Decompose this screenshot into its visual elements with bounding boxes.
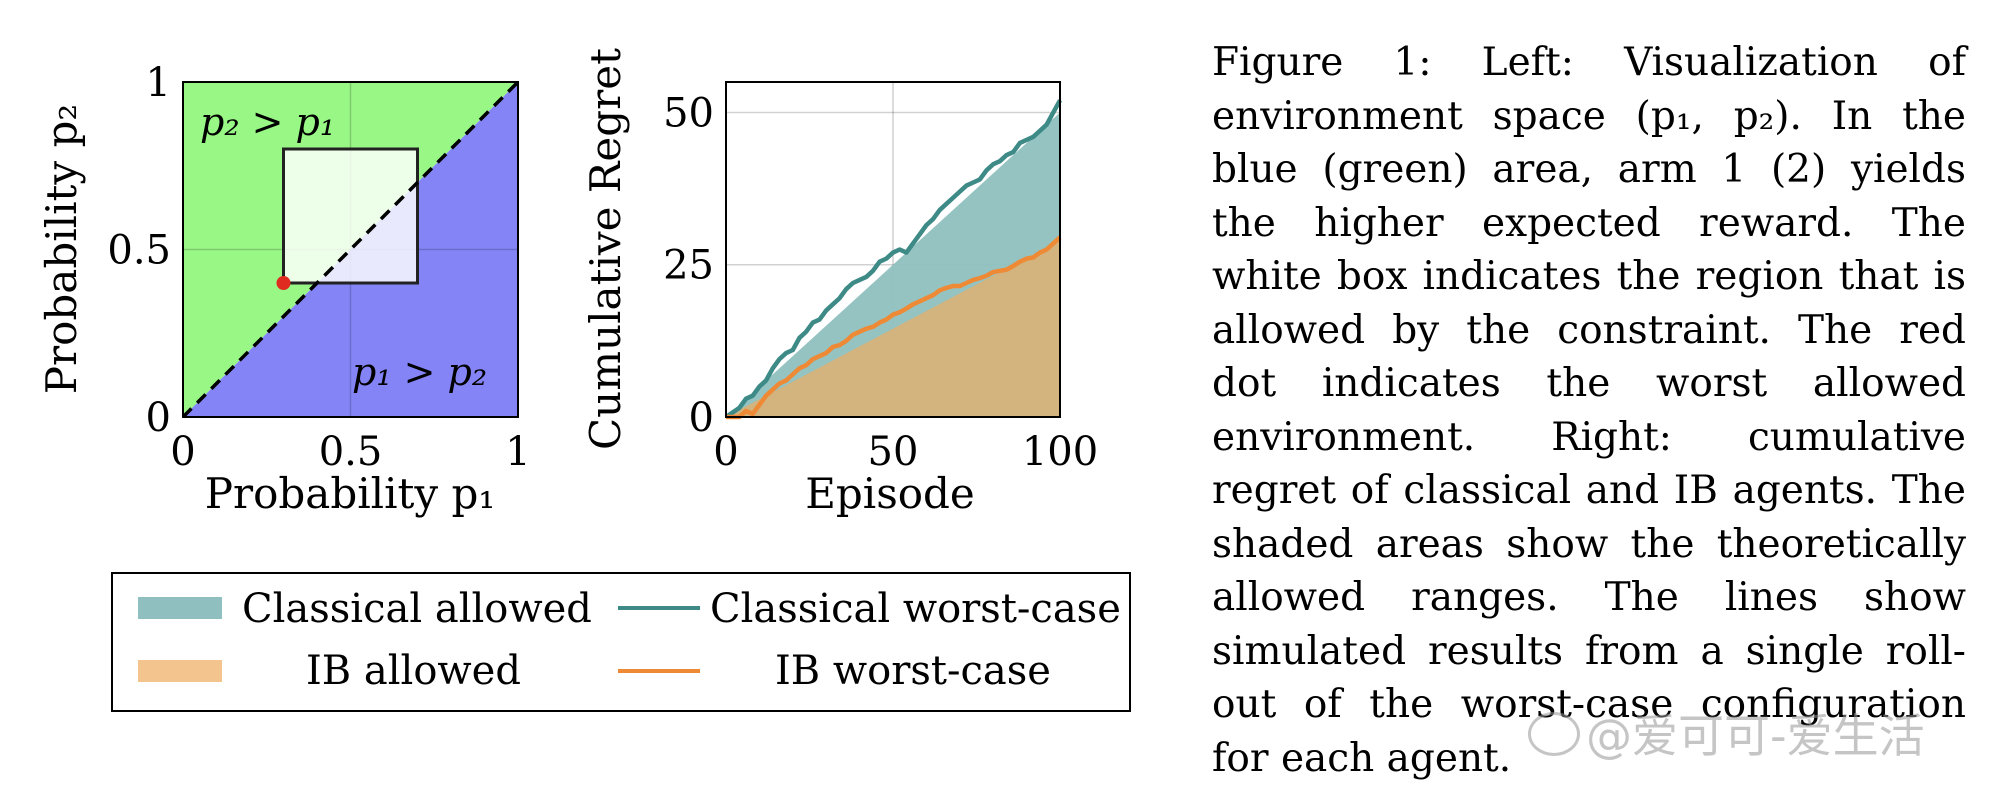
caption-text: Figure 1: Left: Visualization of environ… — [1212, 40, 1966, 781]
series-classical-worst-case — [724, 99, 1062, 419]
watermark-text: @爱可可-爱生活 — [1586, 709, 1925, 763]
legend-label-classical-worst: Classical worst-case — [710, 586, 1121, 632]
right-x-tick-label: 100 — [1022, 429, 1098, 475]
legend-swatch-ib-allowed — [138, 660, 222, 682]
right-x-tick-label: 0 — [713, 429, 738, 475]
right-y-tick-label: 0 — [689, 395, 714, 441]
left-x-tick-label: 0.5 — [319, 429, 383, 475]
left-region-label-green: p₂ > p₁ — [200, 100, 335, 144]
weibo-icon — [1528, 712, 1580, 756]
left-y-tick-label: 0 — [146, 395, 171, 441]
left-plot-frame — [182, 81, 519, 418]
series-ib-worst-case — [726, 235, 1062, 420]
legend-label-classical-allowed: Classical allowed — [242, 586, 592, 632]
left-region-label-blue: p₁ > p₂ — [352, 350, 487, 394]
legend-frame — [111, 572, 1131, 712]
legend-label-ib-allowed: IB allowed — [306, 648, 521, 694]
figure: 000.50.511 p₂ > p₁ p₁ > p₂ Probability p… — [37, 48, 1131, 712]
legend-label-ib-worst: IB worst-case — [775, 648, 1051, 694]
figure-caption: Figure 1: Left: Visualization of environ… — [1212, 36, 1966, 785]
constraint-box — [282, 147, 419, 285]
watermark: @爱可可-爱生活 — [1528, 700, 1925, 766]
left-y-axis-label: Probability p₂ — [37, 104, 86, 394]
right-x-axis-label: Episode — [805, 469, 975, 518]
environment-space-chart: 00 0.5 0.5 1 1 p₂ > p₁ p₁ > p₂ Probability p… — [37, 60, 531, 518]
left-x-axis-label: Probability p₁ — [205, 469, 495, 518]
right-plot-frame — [725, 81, 1061, 418]
left-x-tick-label: 1 — [505, 429, 530, 475]
left-y-tick-label: 1 — [146, 60, 171, 106]
area-ib-allowed — [726, 240, 1060, 417]
cumulative-regret-chart: 0 50 100 0 25 50 Episode Cumulative Regret — [581, 48, 1098, 518]
right-y-tick-label: 50 — [663, 90, 714, 136]
worst-environment-dot — [276, 276, 291, 290]
right-x-tick-label: 50 — [868, 429, 919, 475]
right-y-axis-label: Cumulative Regret — [581, 48, 630, 450]
legend: Classical allowed Classical worst-case I… — [111, 572, 1131, 712]
left-y-tick-label: 0.5 — [107, 228, 171, 274]
right-y-tick-label: 25 — [663, 243, 714, 289]
legend-swatch-classical-allowed — [138, 597, 222, 619]
left-x-tick-label: 0 — [170, 429, 195, 475]
